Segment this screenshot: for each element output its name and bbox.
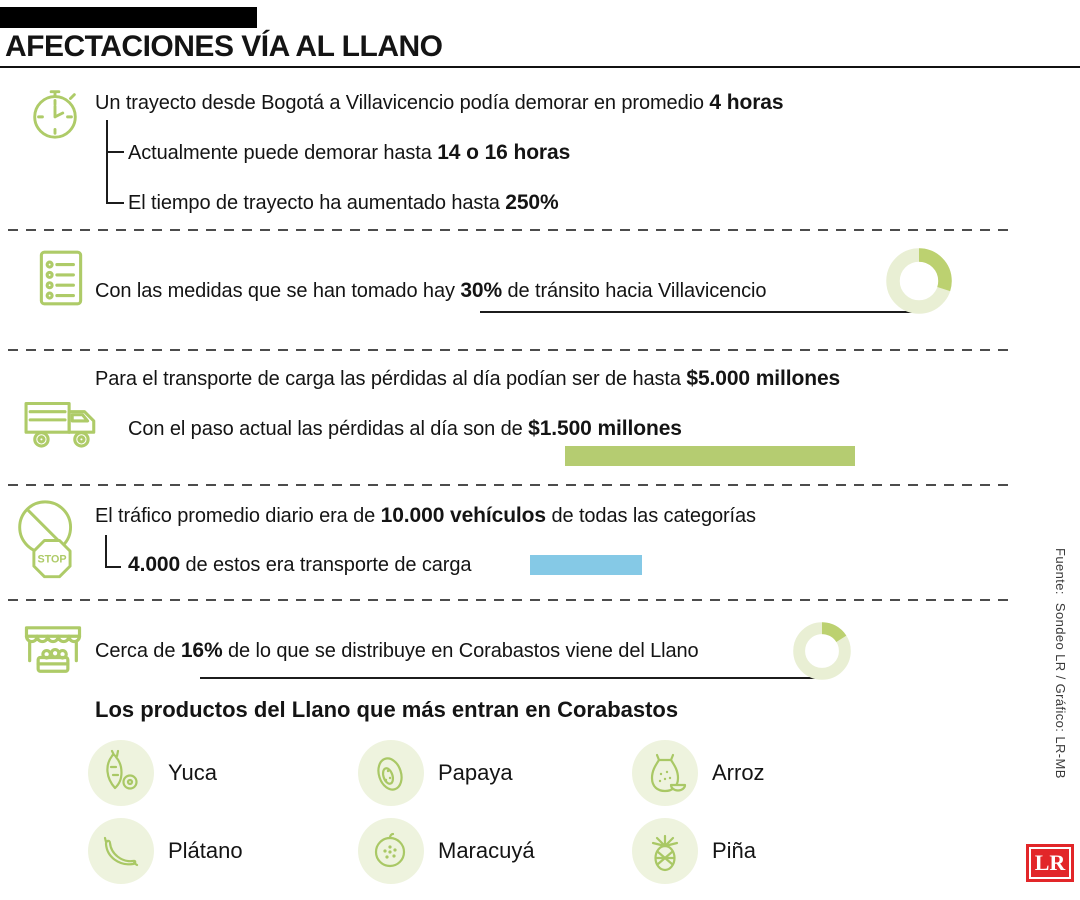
losses-now-line: Con el paso actual las pérdidas al día s… xyxy=(128,416,682,442)
traffic-cargo-value: 4.000 xyxy=(128,553,181,576)
corabastos-value: 16% xyxy=(180,639,223,662)
traffic-total-post: de todas las categorías xyxy=(545,505,756,527)
current-time-line: Actualmente puede demorar hasta 14 o 16 … xyxy=(128,140,570,166)
transit-line: Con las medidas que se han tomado hay 30… xyxy=(95,278,767,304)
time-increase-text: El tiempo de trayecto ha aumentado hasta xyxy=(128,192,506,214)
papaya-icon xyxy=(358,740,424,806)
platano-icon xyxy=(88,818,154,884)
no-entry-stop-icon: STOP xyxy=(18,500,73,579)
truck-icon xyxy=(24,401,96,448)
time-increase-value: 250% xyxy=(505,191,559,214)
connector-line xyxy=(106,120,108,204)
pointer-line xyxy=(200,677,822,679)
pina-icon xyxy=(632,818,698,884)
transit-text-pre: Con las medidas que se han tomado hay xyxy=(95,280,461,302)
losses-now-text: Con el paso actual las pérdidas al día s… xyxy=(128,418,529,440)
traffic-total-line: El tráfico promedio diario era de 10.000… xyxy=(95,503,756,529)
traffic-total-value: 10.000 vehículos xyxy=(380,504,546,527)
product-item: Papaya xyxy=(358,740,513,806)
cargo-bar xyxy=(530,555,642,575)
product-item: Piña xyxy=(632,818,756,884)
stop-sign-label: STOP xyxy=(37,554,66,566)
time-increase-line: El tiempo de trayecto ha aumentado hasta… xyxy=(128,190,559,216)
connector-line xyxy=(106,202,124,204)
arroz-icon xyxy=(632,740,698,806)
corabastos-text-post: de lo que se distribuye en Corabastos vi… xyxy=(222,640,699,662)
product-label: Arroz xyxy=(712,760,765,785)
product-label: Yuca xyxy=(168,760,217,785)
connector-line xyxy=(105,535,107,568)
traffic-cargo-line: 4.000 de estos era transporte de carga xyxy=(128,552,471,578)
products-heading: Los productos del Llano que más entran e… xyxy=(95,697,679,722)
transit-donut-chart xyxy=(886,248,952,314)
losses-bar xyxy=(565,446,855,466)
market-stall-icon xyxy=(24,626,82,673)
current-time-text: Actualmente puede demorar hasta xyxy=(128,142,438,164)
transit-text-post: de tránsito hacia Villavicencio xyxy=(502,280,767,302)
page-title: AFECTACIONES VÍA AL LLANO xyxy=(5,30,443,63)
losses-before-line: Para el transporte de carga las pérdidas… xyxy=(95,366,840,392)
losses-now-value: $1.500 millones xyxy=(528,417,682,440)
pointer-line xyxy=(480,311,918,313)
product-label: Piña xyxy=(712,838,757,863)
title-rule xyxy=(0,66,1080,68)
stopwatch-icon xyxy=(33,90,77,139)
corabastos-text-pre: Cerca de xyxy=(95,640,181,662)
checklist-icon xyxy=(39,250,83,306)
losses-before-text: Para el transporte de carga las pérdidas… xyxy=(95,368,687,390)
corabastos-line: Cerca de 16% de lo que se distribuye en … xyxy=(95,638,699,664)
travel-time-line: Un trayecto desde Bogotá a Villavicencio… xyxy=(95,90,784,116)
travel-time-text: Un trayecto desde Bogotá a Villavicencio… xyxy=(95,92,710,114)
losses-before-value: $5.000 millones xyxy=(686,367,841,390)
dashed-divider xyxy=(8,229,1008,231)
source-credit: Fuente: Sondeo LR / Gráfico: LR-MB xyxy=(1053,548,1068,779)
traffic-total-text: El tráfico promedio diario era de xyxy=(95,505,381,527)
product-item: Arroz xyxy=(632,740,765,806)
yuca-icon xyxy=(88,740,154,806)
traffic-cargo-text: de estos era transporte de carga xyxy=(180,554,472,576)
dashed-divider xyxy=(8,599,1008,601)
dashed-divider xyxy=(8,349,1008,351)
travel-time-value: 4 horas xyxy=(709,91,784,114)
product-label: Maracuyá xyxy=(438,838,535,863)
transit-value: 30% xyxy=(460,279,503,302)
product-label: Plátano xyxy=(168,838,243,863)
product-item: Plátano xyxy=(88,818,243,884)
corabastos-donut-chart xyxy=(793,622,851,680)
lr-logo: LR xyxy=(1026,844,1074,882)
connector-line xyxy=(106,151,124,153)
connector-line xyxy=(105,566,121,568)
maracuya-icon xyxy=(358,818,424,884)
product-label: Papaya xyxy=(438,760,513,785)
dashed-divider xyxy=(8,484,1008,486)
top-black-bar xyxy=(0,7,257,28)
product-item: Maracuyá xyxy=(358,818,535,884)
current-time-value: 14 o 16 horas xyxy=(437,141,571,164)
product-item: Yuca xyxy=(88,740,217,806)
